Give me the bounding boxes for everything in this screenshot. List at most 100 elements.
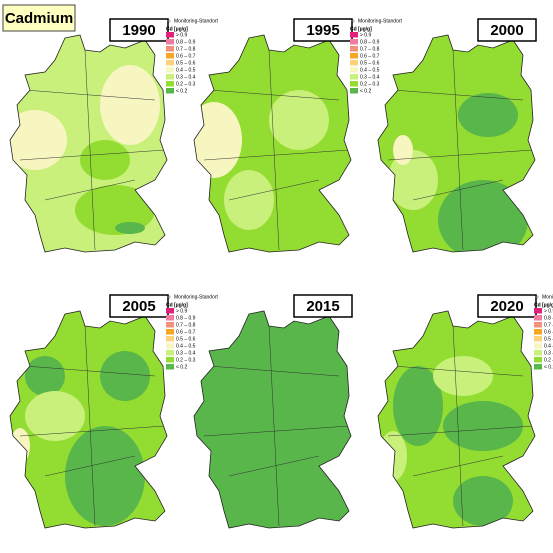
- state-border: [268, 325, 280, 527]
- legend-label: > 0.9: [176, 308, 187, 314]
- legend-swatch: [166, 322, 174, 328]
- legend-label: 0.5 – 0.6: [176, 336, 196, 342]
- legend-swatch: [166, 60, 174, 66]
- map: [193, 310, 352, 529]
- state-border: [387, 425, 534, 437]
- legend-swatch: [166, 336, 174, 342]
- region: [393, 135, 413, 165]
- map: [9, 310, 168, 529]
- legend-label: 0.2 – 0.3: [176, 81, 196, 87]
- legend-swatch: [166, 308, 174, 314]
- legend-label: 0.8 – 0.9: [176, 315, 196, 321]
- legend-swatch: [166, 343, 174, 349]
- region: [438, 180, 528, 252]
- state-border: [412, 179, 504, 201]
- legend-swatch: [350, 74, 358, 80]
- state-border: [208, 89, 340, 101]
- legend-swatch: [166, 74, 174, 80]
- regions: [379, 356, 523, 526]
- legend-label: 0.7 – 0.8: [544, 322, 553, 328]
- legend-swatch: [166, 364, 174, 370]
- region: [269, 90, 329, 150]
- legend-label: 0.6 – 0.7: [176, 329, 196, 335]
- region: [100, 351, 150, 401]
- region: [115, 222, 145, 234]
- legend-swatch: [166, 67, 174, 73]
- country-fill: [194, 311, 351, 528]
- state-border: [228, 455, 320, 477]
- legend-title: Cd [µg/g]: [534, 302, 553, 308]
- legend-label: 0.6 – 0.7: [360, 53, 380, 59]
- map-panel: 2000: [377, 18, 537, 253]
- legend-swatch: [166, 350, 174, 356]
- state-border: [19, 425, 166, 437]
- state-border: [44, 179, 136, 201]
- legend-swatch: [166, 88, 174, 94]
- marker-label: Monitoring-Standort: [174, 294, 219, 300]
- legend: Monitoring-Standort Cd [µg/g]> 0.90.8 – 0…: [166, 18, 219, 94]
- legend-label: < 0.2: [544, 364, 553, 370]
- region: [224, 170, 274, 230]
- region: [453, 476, 513, 526]
- legend-label: 0.8 – 0.9: [360, 39, 380, 45]
- region: [10, 110, 67, 170]
- year-box: [477, 18, 537, 42]
- legend-label: 0.2 – 0.3: [360, 81, 380, 87]
- state-border: [84, 49, 96, 251]
- marker-label: Monitoring-Standort: [542, 294, 553, 300]
- state-border: [228, 179, 320, 201]
- region: [294, 185, 344, 225]
- marker-label: Monitoring-Standort: [358, 18, 403, 24]
- map: [377, 34, 536, 253]
- marker-label: Monitoring-Standort: [174, 18, 219, 24]
- region: [393, 366, 443, 446]
- marker-symbol: [167, 295, 171, 299]
- map: [377, 310, 536, 529]
- year-label: 1995: [306, 22, 339, 39]
- legend-swatch: [534, 322, 542, 328]
- legend: Monitoring-Standort Cd [µg/g]> 0.90.8 – 0…: [534, 294, 553, 370]
- region: [65, 426, 145, 526]
- region: [443, 401, 523, 451]
- year-label: 2020: [490, 298, 523, 315]
- region: [433, 356, 493, 396]
- legend-label: 0.8 – 0.9: [544, 315, 553, 321]
- legend-swatch: [534, 343, 542, 349]
- legend-label: 0.2 – 0.3: [176, 357, 196, 363]
- legend-label: > 0.9: [176, 32, 187, 38]
- legend-swatch: [534, 329, 542, 335]
- legend-label: 0.6 – 0.7: [544, 329, 553, 335]
- legend-label: < 0.2: [176, 88, 187, 94]
- legend-label: 0.7 – 0.8: [176, 46, 196, 52]
- legend-label: > 0.9: [544, 308, 553, 314]
- state-border: [44, 455, 136, 477]
- year-box: [109, 294, 169, 318]
- legend-label: > 0.9: [360, 32, 371, 38]
- legend: Monitoring-Standort Cd [µg/g]> 0.90.8 – 0…: [350, 18, 403, 94]
- region: [25, 356, 65, 396]
- legend-swatch: [350, 81, 358, 87]
- legend-swatch: [350, 39, 358, 45]
- state-border: [203, 425, 350, 437]
- year-label: 2000: [490, 22, 523, 39]
- state-border: [392, 89, 524, 101]
- regions: [10, 65, 160, 235]
- legend-label: 0.2 – 0.3: [544, 357, 553, 363]
- year-label: 2015: [306, 298, 339, 315]
- legend-swatch: [166, 357, 174, 363]
- map: [193, 34, 352, 253]
- legend-swatch: [350, 60, 358, 66]
- map-panel: 2005: [9, 294, 169, 529]
- legend-swatch: [166, 53, 174, 59]
- marker-symbol: [167, 19, 171, 23]
- legend-swatch: [166, 32, 174, 38]
- legend-label: 0.3 – 0.4: [176, 350, 196, 356]
- legend-label: 0.3 – 0.4: [176, 74, 196, 80]
- map-panel: 2015: [193, 294, 353, 529]
- legend-swatch: [534, 315, 542, 321]
- region: [100, 65, 160, 145]
- legend-label: 0.6 – 0.7: [176, 53, 196, 59]
- legend-swatch: [350, 67, 358, 73]
- state-border: [203, 149, 350, 161]
